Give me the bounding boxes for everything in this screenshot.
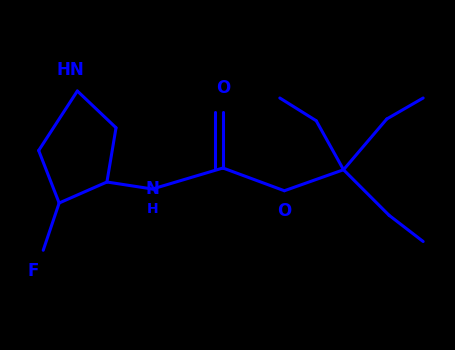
Text: H: H [147, 202, 158, 216]
Text: O: O [216, 79, 230, 97]
Text: F: F [27, 262, 38, 280]
Text: O: O [277, 202, 292, 220]
Text: N: N [146, 180, 159, 198]
Text: HN: HN [57, 61, 84, 79]
